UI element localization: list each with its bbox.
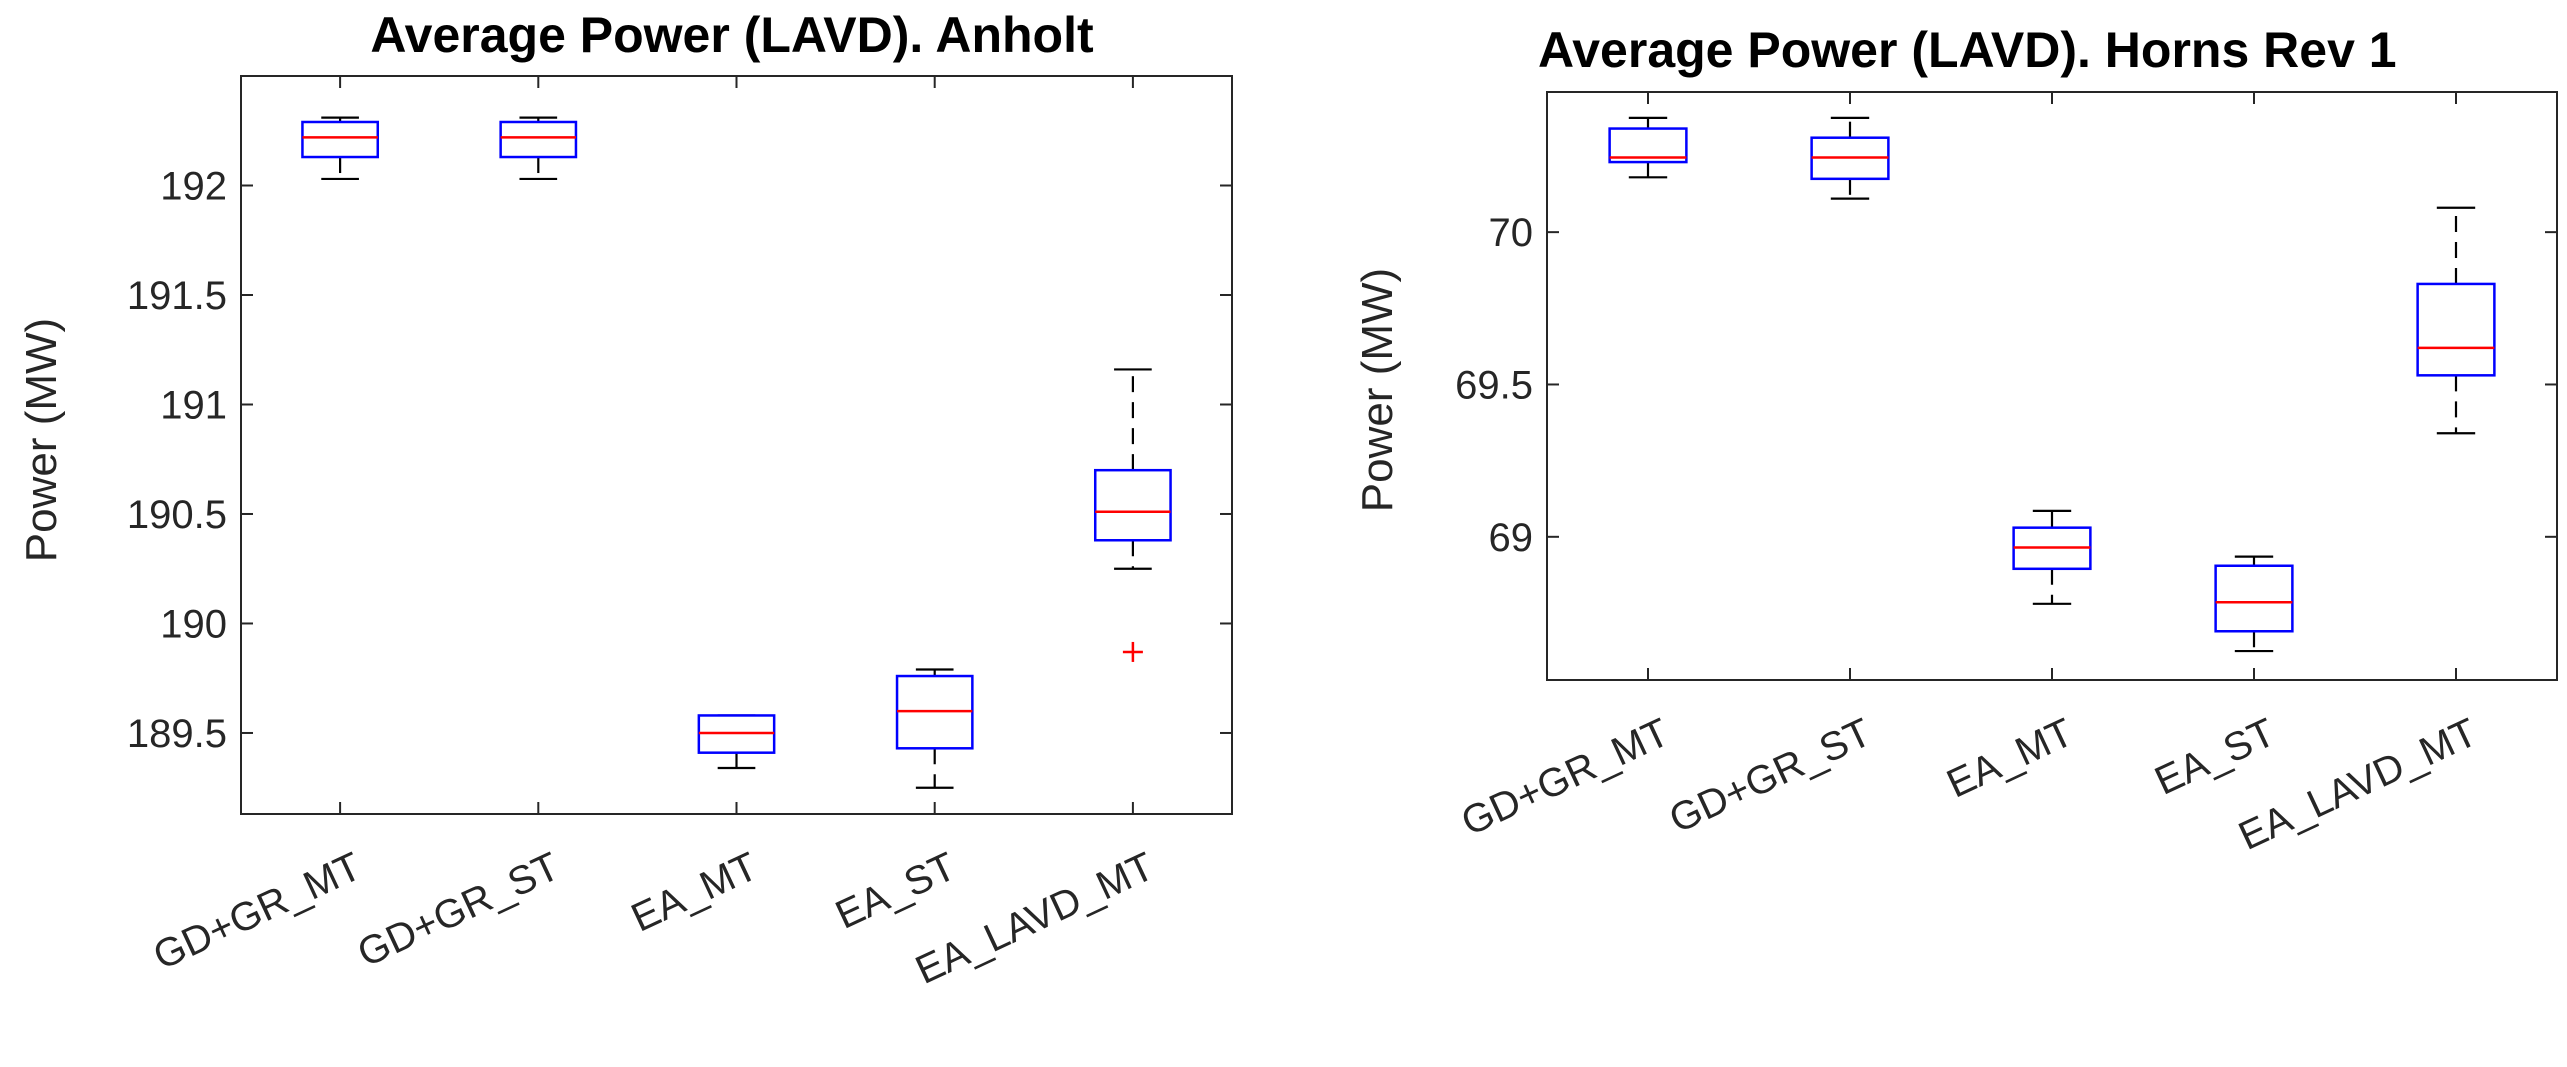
y-axis-label: Power (MW) xyxy=(1353,268,1402,512)
x-tick-label: GD+GR_ST xyxy=(1663,710,1878,841)
x-tick-label: EA_MT xyxy=(1940,710,2079,806)
x-tick-label: GD+GR_ST xyxy=(351,844,566,975)
x-tick-label: GD+GR_MT xyxy=(1455,710,1676,844)
box-iqr xyxy=(2214,564,2294,633)
x-tick-label: EA_ST xyxy=(2148,710,2281,803)
y-axis-label: Power (MW) xyxy=(17,318,66,562)
plot-frame xyxy=(240,75,1233,815)
chart-title: Average Power (LAVD). Anholt xyxy=(370,7,1094,63)
x-tick-label: EA_ST xyxy=(829,844,962,937)
outlier-marker xyxy=(1122,641,1143,662)
y-tick-label: 69.5 xyxy=(1455,363,1533,407)
box-ea-lavd-mt xyxy=(1093,368,1172,662)
x-tick-label: GD+GR_MT xyxy=(147,844,368,978)
box-ea-st xyxy=(895,668,974,789)
plot-frame xyxy=(1546,91,2558,681)
box-gd-gr-st xyxy=(499,116,578,181)
chart-horns-rev-1: Average Power (LAVD). Horns Rev 1 Power … xyxy=(1353,22,2558,859)
box-gd-gr-mt xyxy=(1608,116,1688,179)
plot-marks: 189.5 190 190.5 191 191.5 192 GD+GR_MTGD+GR_ST… xyxy=(127,76,1232,993)
y-tick-label: 69 xyxy=(1489,516,1534,560)
y-tick-label: 70 xyxy=(1489,211,1534,255)
y-tick-label: 190.5 xyxy=(127,493,227,537)
box-iqr xyxy=(1608,127,1688,164)
box-ea-lavd-mt xyxy=(2416,206,2496,435)
box-iqr xyxy=(1093,468,1172,542)
box-ea-mt xyxy=(697,714,776,770)
chart-anholt: Average Power (LAVD). Anholt Power (MW) … xyxy=(17,7,1233,993)
y-tick-label: 191.5 xyxy=(127,274,227,318)
y-tick-label: 191 xyxy=(160,383,227,427)
box-gd-gr-mt xyxy=(301,116,380,181)
box-iqr xyxy=(499,120,578,159)
box-ea-st xyxy=(2214,555,2294,653)
y-tick-label: 189.5 xyxy=(127,712,227,756)
x-tick-label: EA_MT xyxy=(625,844,764,940)
box-iqr xyxy=(301,120,380,159)
chart-title: Average Power (LAVD). Horns Rev 1 xyxy=(1538,22,2397,78)
box-iqr xyxy=(2416,282,2496,377)
box-ea-mt xyxy=(2012,509,2092,605)
y-tick-label: 190 xyxy=(160,602,227,646)
box-gd-gr-st xyxy=(1810,116,1890,200)
y-tick-label: 192 xyxy=(160,164,227,208)
